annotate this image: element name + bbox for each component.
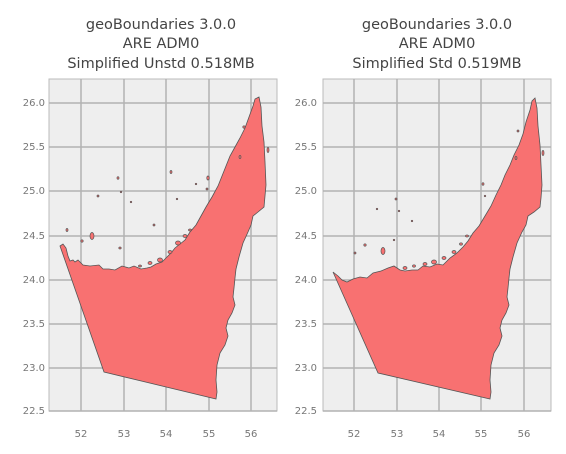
right-xtick-52: 52 xyxy=(348,429,361,440)
right-title-line-1: geoBoundaries 3.0.0 xyxy=(362,17,512,33)
right-ytick-23.5: 23.5 xyxy=(295,319,317,330)
left-ytick-26.0: 26.0 xyxy=(23,98,45,109)
left-ytick-24.5: 24.5 xyxy=(23,231,45,242)
right-ytick-24.0: 24.0 xyxy=(295,275,317,286)
left-ytick-24.0: 24.0 xyxy=(23,275,45,286)
right-title-line-3: Simplified Std 0.519MB xyxy=(352,56,521,72)
left-ytick-25.0: 25.0 xyxy=(23,186,45,197)
right-islands xyxy=(353,129,545,270)
right-y-ticks: 26.0 25.5 25.0 24.5 24.0 23.5 23.0 22.5 xyxy=(295,98,317,417)
left-ytick-23.0: 23.0 xyxy=(23,363,45,374)
right-xtick-53: 53 xyxy=(391,429,404,440)
right-ytick-26.0: 26.0 xyxy=(295,98,317,109)
left-ytick-23.5: 23.5 xyxy=(23,319,45,330)
right-ytick-23.0: 23.0 xyxy=(295,363,317,374)
left-ytick-22.5: 22.5 xyxy=(23,406,45,417)
right-x-ticks: 52 53 54 55 56 xyxy=(348,429,531,440)
right-country-shape xyxy=(332,97,545,400)
left-title-line-1: geoBoundaries 3.0.0 xyxy=(86,17,236,33)
right-ytick-25.5: 25.5 xyxy=(295,142,317,153)
left-title-line-3: Simplified Unstd 0.518MB xyxy=(67,56,254,72)
left-xtick-56: 56 xyxy=(245,429,258,440)
left-xtick-53: 53 xyxy=(118,429,131,440)
right-map-panel: geoBoundaries 3.0.0 ARE ADM0 Simplified … xyxy=(295,17,552,440)
right-ytick-25.0: 25.0 xyxy=(295,186,317,197)
left-xtick-54: 54 xyxy=(160,429,173,440)
right-title-line-2: ARE ADM0 xyxy=(399,36,476,52)
left-country-shape xyxy=(59,96,270,400)
left-x-ticks: 52 53 54 55 56 xyxy=(75,429,258,440)
left-title-line-2: ARE ADM0 xyxy=(123,36,200,52)
left-map-panel: geoBoundaries 3.0.0 ARE ADM0 Simplified … xyxy=(23,17,278,440)
right-ytick-24.5: 24.5 xyxy=(295,231,317,242)
right-xtick-54: 54 xyxy=(433,429,446,440)
right-ytick-22.5: 22.5 xyxy=(295,406,317,417)
left-y-ticks: 26.0 25.5 25.0 24.5 24.0 23.5 23.0 22.5 xyxy=(23,98,45,417)
right-xtick-55: 55 xyxy=(475,429,488,440)
right-xtick-56: 56 xyxy=(518,429,531,440)
left-islands xyxy=(65,125,270,268)
right-uae-mainland xyxy=(332,97,543,400)
left-ytick-25.5: 25.5 xyxy=(23,142,45,153)
left-xtick-55: 55 xyxy=(203,429,216,440)
left-xtick-52: 52 xyxy=(75,429,88,440)
left-uae-mainland xyxy=(59,96,267,400)
